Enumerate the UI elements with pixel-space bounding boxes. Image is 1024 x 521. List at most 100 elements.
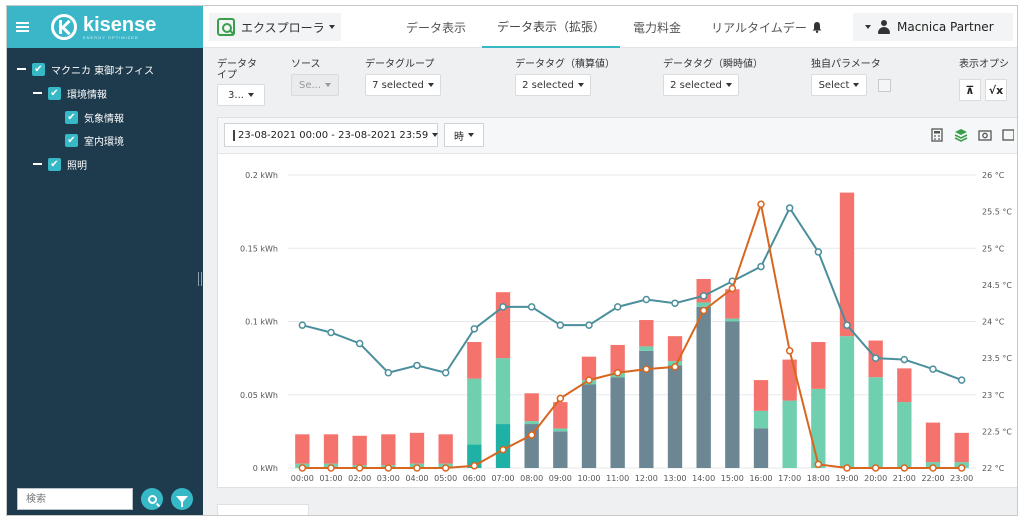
bar-segment: [495, 292, 511, 359]
chevron-down-icon: [328, 25, 335, 29]
hamburger-menu-icon[interactable]: [7, 6, 37, 48]
bar-segment: [352, 435, 367, 466]
data-point: [298, 321, 307, 329]
data-type-dropdown[interactable]: 3...: [217, 84, 265, 106]
layers-icon[interactable]: [954, 128, 968, 142]
filter-button[interactable]: [171, 488, 193, 510]
bar-segment: [409, 432, 425, 464]
bar-segment: [696, 306, 711, 468]
source-dropdown[interactable]: Se...: [291, 74, 339, 96]
series-line: [302, 205, 963, 382]
tree-node-weather[interactable]: ✔ 気象情報: [65, 108, 124, 126]
data-type-label: データタ イプ: [217, 59, 257, 81]
x-tick-label: 20:00: [864, 474, 887, 483]
collapse-icon[interactable]: [33, 92, 42, 94]
data-point: [699, 292, 708, 300]
tag-instant-dropdown[interactable]: 2 selected: [663, 74, 739, 96]
y-right-tick-label: 24.5 °C: [982, 281, 1012, 290]
bar-segment: [954, 432, 969, 463]
bar-segment: [725, 321, 740, 468]
bar-segment: [467, 444, 482, 468]
checkbox-checked-icon[interactable]: ✔: [65, 110, 78, 124]
secondary-panel-tab[interactable]: [217, 504, 309, 515]
bar-segment: [495, 358, 511, 425]
x-tick-label: 03:00: [377, 474, 400, 483]
x-tick-label: 07:00: [491, 474, 514, 483]
tab-data-view-extended[interactable]: データ表示（拡張）: [482, 6, 620, 48]
bar-segment: [925, 422, 941, 463]
bar-segment: [581, 384, 597, 468]
tab-data-view[interactable]: データ表示: [405, 20, 466, 35]
x-tick-label: 23:00: [950, 474, 973, 483]
tab-realtime-data[interactable]: リアルタイムデー: [711, 20, 807, 35]
bar-segment: [667, 365, 683, 468]
tree-node-environment[interactable]: ✔ 環境情報: [33, 84, 107, 102]
checkbox-checked-icon[interactable]: ✔: [65, 133, 78, 147]
data-point: [785, 347, 794, 355]
checkbox-checked-icon[interactable]: ✔: [48, 157, 61, 171]
granularity-dropdown[interactable]: 時: [444, 123, 484, 147]
sidebar: kisense ENERGY OPTIMIZER ✔ マクニカ 東御オフィス ✔…: [7, 6, 203, 515]
x-tick-label: 02:00: [348, 474, 371, 483]
sqrt-option-button[interactable]: √x: [985, 79, 1007, 101]
data-point: [384, 464, 393, 472]
data-point: [413, 464, 421, 472]
bar-segment: [696, 302, 711, 307]
data-point: [298, 464, 307, 472]
bar-segment: [725, 318, 740, 322]
explorer-dropdown[interactable]: エクスプローラ: [209, 13, 341, 41]
data-point: [900, 355, 909, 364]
tag-instant-label: データタグ（瞬時値）: [663, 59, 763, 70]
bar-segment: [381, 434, 396, 466]
data-point: [900, 464, 909, 472]
pin-option-button[interactable]: ⊼: [959, 79, 981, 101]
tree-node-office[interactable]: ✔ マクニカ 東御オフィス: [17, 60, 154, 78]
data-point: [728, 284, 737, 293]
data-point: [585, 376, 593, 384]
x-tick-label: 12:00: [635, 474, 658, 483]
camera-icon[interactable]: [978, 128, 992, 142]
data-point: [585, 321, 593, 329]
user-name: Macnica Partner: [897, 20, 994, 34]
x-tick-label: 10:00: [577, 474, 600, 483]
data-point: [642, 295, 651, 304]
collapse-icon[interactable]: [17, 68, 26, 70]
tab-power-rates[interactable]: 電力料金: [632, 20, 681, 35]
chevron-down-icon: [865, 25, 871, 29]
x-tick-label: 01:00: [319, 474, 342, 483]
bar-segment: [667, 336, 683, 362]
kisense-logo: kisense ENERGY OPTIMIZER: [51, 14, 156, 40]
logo-mark-icon: [51, 14, 77, 40]
expand-icon[interactable]: [1002, 128, 1014, 142]
chevron-down-icon: [468, 133, 474, 137]
tree-node-label: 気象情報: [84, 113, 124, 125]
tree-node-label: 室内環境: [84, 136, 124, 148]
y-right-tick-label: 26 °C: [982, 171, 1005, 180]
custom-param-checkbox[interactable]: [878, 79, 891, 92]
data-point: [871, 354, 880, 362]
bar-segment: [839, 336, 855, 468]
user-menu[interactable]: Macnica Partner: [853, 13, 1013, 41]
explorer-icon: [217, 18, 235, 36]
y-right-tick-label: 24 °C: [982, 318, 1005, 327]
data-group-dropdown[interactable]: 7 selected: [365, 74, 441, 96]
tree-node-indoor[interactable]: ✔ 室内環境: [65, 131, 124, 149]
sidebar-resize-handle[interactable]: [198, 272, 202, 286]
checkbox-checked-icon[interactable]: ✔: [48, 86, 61, 100]
search-button[interactable]: [141, 488, 163, 510]
collapse-icon[interactable]: [33, 163, 42, 165]
data-point: [929, 464, 937, 472]
calculator-icon[interactable]: [930, 128, 944, 142]
tag-cumulative-dropdown[interactable]: 2 selected: [515, 74, 591, 96]
checkbox-checked-icon[interactable]: ✔: [32, 62, 45, 76]
data-point: [843, 464, 851, 472]
tree-node-lighting[interactable]: ✔ 照明: [33, 155, 87, 173]
data-point: [814, 460, 823, 469]
bell-icon[interactable]: [811, 21, 823, 33]
bar-segment: [467, 378, 482, 445]
x-tick-label: 15:00: [721, 474, 744, 483]
date-range-picker[interactable]: 23-08-2021 00:00 - 23-08-2021 23:59: [224, 123, 439, 147]
custom-param-dropdown[interactable]: Select: [811, 74, 867, 96]
search-input[interactable]: [17, 488, 133, 510]
data-point: [929, 365, 937, 373]
